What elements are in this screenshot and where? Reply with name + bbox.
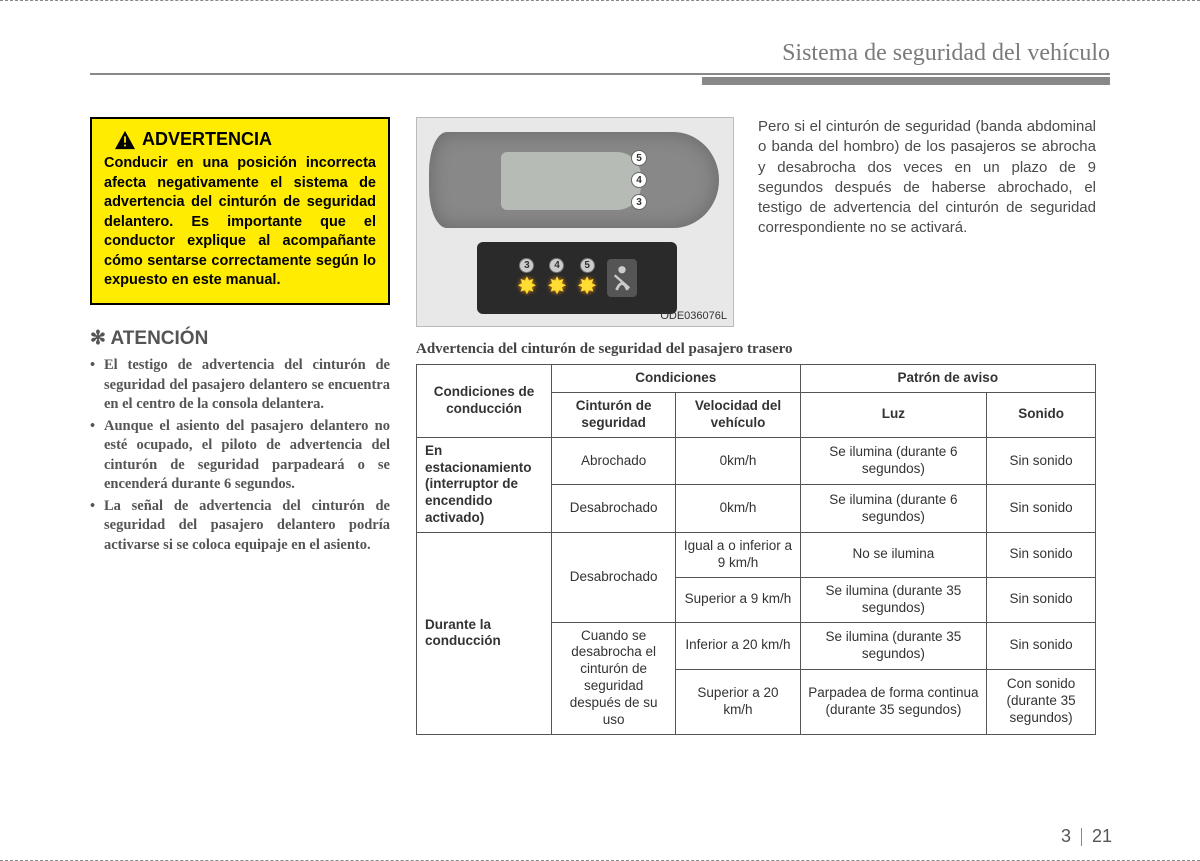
dash-badge: 3: [519, 258, 534, 273]
cell: Se ilumina (durante 35 segundos): [800, 577, 987, 622]
footer-divider: [1081, 828, 1082, 846]
cell: Se ilumina (durante 35 segundos): [800, 622, 987, 669]
atencion-item: Aunque el asiento del pasajero delantero…: [90, 417, 390, 495]
cell: Superior a 20 km/h: [676, 669, 800, 734]
cell: Desabrochado: [551, 485, 675, 533]
cell: Sin sonido: [987, 533, 1096, 578]
th-driving: Condiciones de conducción: [417, 365, 552, 438]
dash-indicator: 4 ✸: [547, 258, 567, 299]
th-pattern: Patrón de aviso: [800, 365, 1095, 393]
seat-label: 4: [631, 172, 647, 188]
cell: 0km/h: [676, 485, 800, 533]
cell: Desabrochado: [551, 533, 675, 623]
seat-diagram-figure: 5 4 3 3 ✸ 4 ✸ 5: [416, 117, 734, 327]
cell: Sin sonido: [987, 485, 1096, 533]
cell: Igual a o inferior a 9 km/h: [676, 533, 800, 578]
th-conditions: Condiciones: [551, 365, 800, 393]
rule-line: [90, 73, 1110, 75]
th-belt: Cinturón de seguridad: [551, 392, 675, 437]
page-footer: 3 21: [1061, 826, 1112, 847]
dash-badge: 4: [549, 258, 564, 273]
cell: Sin sonido: [987, 622, 1096, 669]
warning-title: ADVERTENCIA: [114, 129, 376, 150]
dash-indicator: 3 ✸: [517, 258, 537, 299]
explanatory-paragraph: Pero si el cinturón de seguridad (banda …: [758, 117, 1096, 337]
warning-triangle-icon: [114, 130, 136, 150]
seatbelt-icon: [607, 259, 637, 297]
cell: Parpadea de forma continua (durante 35 s…: [800, 669, 987, 734]
atencion-title: ✻ ATENCIÓN: [90, 327, 390, 350]
atencion-item: El testigo de advertencia del cinturón d…: [90, 356, 390, 415]
section-title: Sistema de seguridad del vehículo: [90, 40, 1110, 73]
cell: Abrochado: [551, 437, 675, 485]
table-title: Advertencia del cinturón de seguridad de…: [416, 341, 1096, 358]
cell: 0km/h: [676, 437, 800, 485]
dash-panel: 3 ✸ 4 ✸ 5 ✸: [477, 242, 677, 314]
atencion-list: El testigo de advertencia del cinturón d…: [90, 356, 390, 556]
page-number: 21: [1092, 826, 1112, 847]
dash-badge: 5: [580, 258, 595, 273]
cell: Sin sonido: [987, 577, 1096, 622]
chapter-number: 3: [1061, 826, 1071, 847]
cell: Cuando se desabrocha el cinturón de segu…: [551, 622, 675, 734]
figure-code: ODE036076L: [660, 310, 727, 322]
row-group-label: En estacionamiento (interruptor de encen…: [417, 437, 552, 532]
warning-body: Conducir en una posición incorrecta afec…: [104, 154, 376, 291]
seat-label: 5: [631, 150, 647, 166]
warning-light-icon: ✸: [547, 275, 567, 299]
cell: Con sonido (durante 35 segundos): [987, 669, 1096, 734]
cell: Sin sonido: [987, 437, 1096, 485]
cell: Se ilumina (durante 6 segundos): [800, 485, 987, 533]
warning-light-icon: ✸: [517, 275, 537, 299]
manual-page: Sistema de seguridad del vehículo ADVERT…: [90, 40, 1110, 830]
seatbelt-warning-table: Condiciones de conducción Condiciones Pa…: [416, 364, 1096, 735]
cell: Inferior a 20 km/h: [676, 622, 800, 669]
seat-label: 3: [631, 194, 647, 210]
warning-box: ADVERTENCIA Conducir en una posición inc…: [90, 117, 390, 305]
th-light: Luz: [800, 392, 987, 437]
warning-label: ADVERTENCIA: [142, 129, 272, 150]
warning-light-icon: ✸: [577, 275, 597, 299]
car-window-icon: [501, 152, 641, 210]
cell: Se ilumina (durante 6 segundos): [800, 437, 987, 485]
car-body-icon: 5 4 3: [429, 132, 719, 228]
atencion-item: La señal de advertencia del cinturón de …: [90, 497, 390, 556]
th-sound: Sonido: [987, 392, 1096, 437]
cell: Superior a 9 km/h: [676, 577, 800, 622]
th-speed: Velocidad del vehículo: [676, 392, 800, 437]
dash-indicator: 5 ✸: [577, 258, 597, 299]
rule-bar: [90, 77, 1110, 85]
row-group-label: Durante la conducción: [417, 533, 552, 735]
cell: No se ilumina: [800, 533, 987, 578]
